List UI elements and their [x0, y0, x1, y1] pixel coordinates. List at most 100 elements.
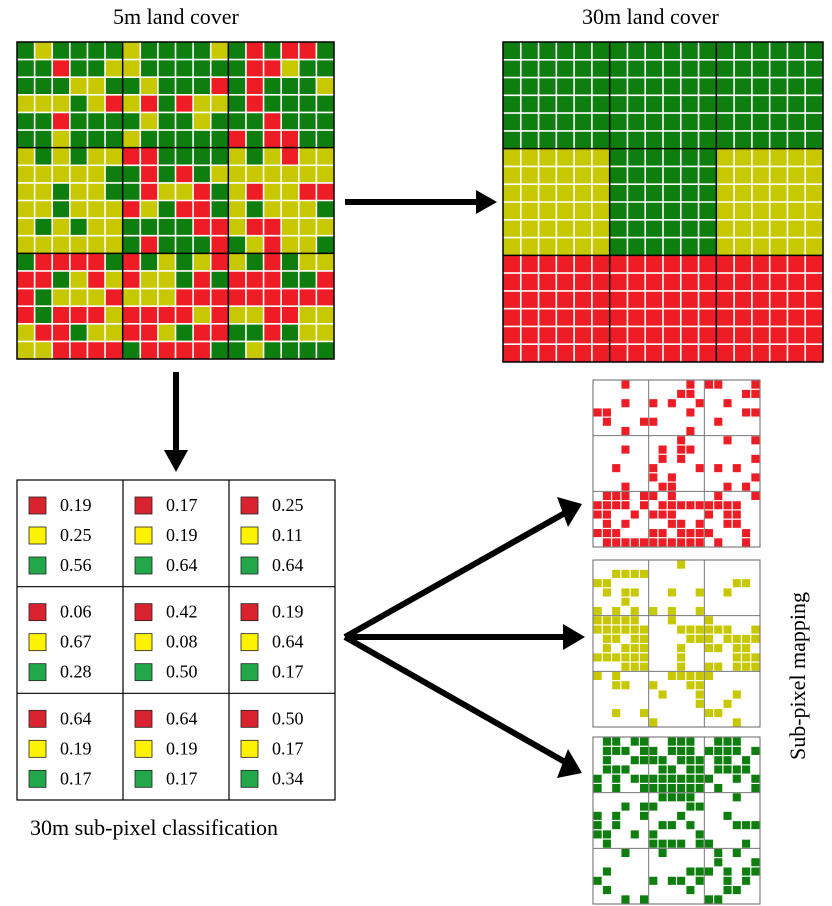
fine-cell: [245, 235, 264, 254]
fine-cell: [175, 147, 194, 166]
mapped-subpixel: [686, 886, 695, 895]
fine-cell: [140, 323, 158, 342]
mapped-subpixel: [677, 839, 686, 848]
fraction-red: 0.25: [272, 495, 304, 515]
fine-cell: [34, 270, 53, 289]
mapped-subpixel: [695, 839, 704, 848]
mapped-subpixel: [612, 529, 621, 538]
mapped-subpixel: [630, 625, 639, 634]
mapped-subpixel: [593, 783, 602, 793]
mapped-subpixel: [667, 399, 676, 408]
fraction-green: 0.17: [272, 662, 304, 682]
fine-cell: [210, 200, 229, 219]
mapped-subpixel: [649, 491, 658, 501]
fine-cell: [34, 165, 53, 183]
fine-cell: [175, 306, 194, 324]
fine-cell: [17, 94, 35, 113]
fine-cell: [263, 182, 282, 201]
mapped-subpixel: [658, 848, 667, 858]
mapped-subpixel: [751, 858, 760, 867]
fine-cell: [193, 42, 211, 60]
mapped-subpixel: [612, 746, 621, 755]
mapped-subpixel: [695, 529, 704, 538]
mapped-subpixel: [686, 426, 695, 436]
mapped-subpixel: [751, 867, 760, 876]
mapped-subpixel: [621, 380, 630, 389]
fine-cell: [263, 42, 282, 60]
fine-cell: [298, 200, 317, 219]
fine-cell: [263, 112, 282, 131]
fine-cell: [193, 288, 211, 307]
fine-cell: [316, 253, 334, 271]
mapped-subpixel: [630, 830, 639, 839]
mapped-subpixel: [723, 746, 732, 755]
fine-cell: [245, 42, 264, 60]
fine-cell: [281, 182, 299, 201]
fine-cell: [122, 42, 141, 60]
mapped-subpixel: [686, 501, 695, 510]
mapped-subpixel: [695, 690, 704, 699]
fine-cell: [193, 323, 211, 342]
mapped-subpixel: [658, 538, 667, 547]
mapped-subpixel: [667, 839, 676, 848]
mapped-subpixel: [658, 756, 667, 765]
mapped-subpixel: [639, 746, 649, 755]
fraction-red: 0.06: [60, 602, 92, 622]
fine-cell: [281, 59, 299, 78]
mapped-subpixel: [714, 737, 723, 746]
fraction-green: 0.17: [166, 768, 198, 788]
fraction-yellow: 0.19: [166, 525, 198, 545]
fine-cell: [105, 59, 123, 78]
mapped-subpixel: [630, 588, 639, 597]
mapped-subpixel: [714, 709, 723, 718]
fine-cell: [298, 288, 317, 307]
fine-cell: [69, 218, 88, 236]
fine-cell: [298, 182, 317, 201]
fine-cell: [34, 341, 53, 359]
fine-cell: [17, 165, 35, 183]
fine-cell: [228, 182, 246, 201]
mapped-subpixel: [677, 436, 686, 445]
mapped-subpixel: [658, 821, 667, 830]
fine-cell: [52, 182, 70, 201]
mapped-subpixel: [667, 793, 676, 802]
fine-cell: [228, 59, 246, 78]
fine-cell: [298, 112, 317, 131]
fraction-green: 0.17: [60, 768, 92, 788]
fine-cell: [140, 270, 158, 289]
mapped-subpixel: [593, 501, 602, 510]
mapping-panel-border: [592, 379, 761, 548]
mapped-subpixel: [695, 802, 704, 811]
mapped-subpixel: [714, 765, 723, 774]
mapped-subpixel: [621, 644, 630, 653]
mapped-subpixel: [677, 746, 686, 755]
fine-cell: [34, 59, 53, 78]
mapped-subpixel: [630, 569, 639, 578]
mapped-subpixel: [686, 389, 695, 398]
fine-cell: [175, 112, 194, 131]
swatch-yellow: [240, 633, 259, 652]
mapped-subpixel: [593, 579, 602, 588]
mapped-subpixel: [714, 464, 723, 473]
fine-cell: [298, 42, 317, 60]
mapped-subpixel: [686, 774, 695, 783]
mapped-subpixel: [732, 765, 741, 774]
fine-cell: [263, 270, 282, 289]
mapped-subpixel: [751, 491, 760, 501]
swatch-red: [134, 603, 153, 622]
fine-cell: [228, 200, 246, 219]
fraction-yellow: 0.08: [166, 632, 198, 652]
fine-cell: [281, 218, 299, 236]
mapped-subpixel: [751, 389, 760, 398]
fine-cell: [17, 59, 35, 78]
mapped-subpixel: [667, 538, 676, 547]
fine-cell: [298, 94, 317, 113]
mapped-subpixel: [612, 821, 621, 830]
fine-cell: [52, 147, 70, 166]
fine-cell: [210, 253, 229, 271]
fine-cell: [298, 341, 317, 359]
fine-cell: [140, 147, 158, 166]
fine-cell: [228, 270, 246, 289]
fine-cell: [193, 130, 211, 148]
mapped-subpixel: [602, 765, 611, 774]
